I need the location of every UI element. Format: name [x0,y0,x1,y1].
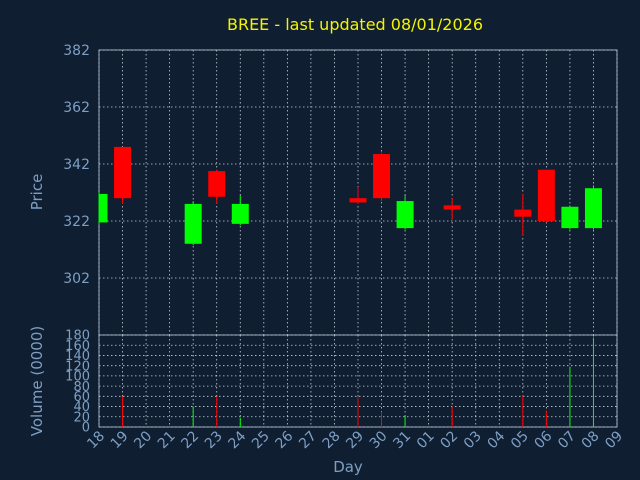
x-tick-label: 21 [155,428,179,452]
x-tick-label: 02 [437,428,461,452]
price-panel: 302 322 342 362 382 [63,43,618,336]
x-tick-label: 24 [225,428,249,452]
x-tick-label: 07 [555,428,579,452]
price-axis-label: Price [28,174,46,211]
x-tick-label: 05 [508,428,532,452]
candle-body [584,188,602,229]
volume-y-tick-label: 160 [65,339,90,354]
candle-body [231,203,249,224]
x-tick-label: 25 [249,428,273,452]
x-tick-label: 03 [461,428,485,452]
x-axis-label: Day [333,458,363,476]
x-tick-label: 01 [414,428,438,452]
candle-body [537,169,555,221]
x-tick-label: 22 [178,428,202,452]
volume-y-tick-label: 140 [65,349,90,364]
volume-y-tick-label: 120 [65,359,90,374]
candle-body [184,203,202,244]
x-tick-label: 29 [343,428,367,452]
volume-y-tick-label: 100 [65,370,90,385]
candle-body [349,198,367,203]
volume-axis-label: Volume (0000) [28,326,46,436]
x-tick-label: 09 [602,428,626,452]
candle-body [443,205,461,210]
x-tick-label: 31 [390,428,414,452]
volume-y-tick-label: 180 [65,329,90,344]
price-y-tick-label: 322 [63,214,90,230]
candle-body [99,193,108,223]
x-tick-label: 27 [296,428,320,452]
x-tick-label: 08 [579,428,603,452]
volume-y-tick-label: 80 [73,380,90,395]
volume-y-tick-label: 60 [73,390,90,405]
candle-body [208,171,226,197]
volume-y-tick-label: 40 [73,400,90,415]
x-tick-label: 19 [108,428,132,452]
volume-y-tick-label: 20 [73,410,90,425]
x-tick-label: 20 [131,428,155,452]
x-tick-label: 23 [202,428,226,452]
candle-body [396,201,414,229]
price-y-tick-label: 362 [63,100,90,116]
volume-y-tick-label: 0 [82,421,90,436]
candle-body [514,209,532,217]
x-tick-label: 26 [273,428,297,452]
price-y-tick-label: 302 [63,271,90,287]
x-tick-label: 28 [320,428,344,452]
price-y-tick-label: 382 [63,43,90,59]
candle-body [373,154,391,199]
x-tick-label: 06 [532,428,556,452]
chart-title: BREE - last updated 08/01/2026 [227,15,483,34]
price-y-tick-label: 342 [63,157,90,173]
candle-body [561,206,579,229]
x-tick-label: 30 [367,428,391,452]
x-tick-label: 04 [484,428,508,452]
candle-body [114,146,132,199]
